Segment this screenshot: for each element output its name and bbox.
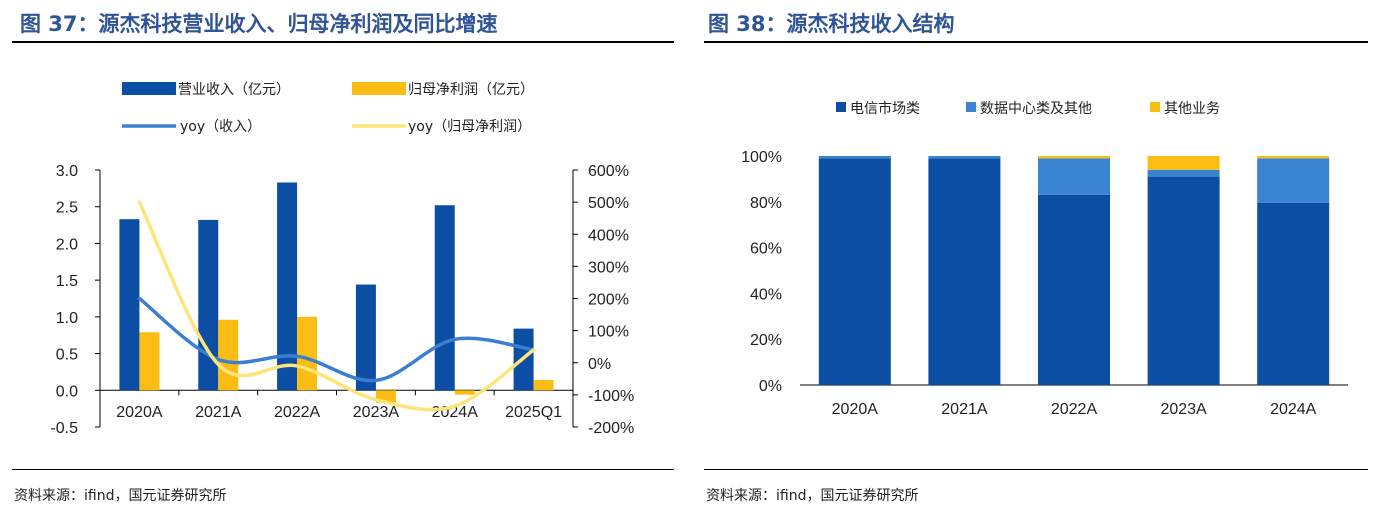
title-rule bbox=[704, 41, 1368, 43]
telecom-segment bbox=[818, 158, 891, 385]
profit-bar bbox=[454, 390, 475, 395]
legend-label: 电信市场类 bbox=[850, 100, 920, 117]
source-rule bbox=[704, 469, 1368, 470]
left-tick-label: 2.0 bbox=[56, 236, 78, 253]
yoy-revenue-line bbox=[137, 296, 536, 383]
x-category-label: 2022A bbox=[274, 404, 321, 421]
other-segment bbox=[1257, 156, 1330, 159]
revenue-bar bbox=[198, 219, 219, 391]
profit-bar bbox=[218, 319, 239, 391]
datacenter-segment bbox=[928, 156, 1001, 159]
right-tick-label: 500% bbox=[588, 195, 629, 212]
left-tick-label: 1.0 bbox=[56, 310, 78, 327]
x-category-label: 2021A bbox=[941, 401, 988, 418]
legend-label: 归母净利润（亿元） bbox=[408, 81, 534, 98]
right-tick-label: 600% bbox=[588, 163, 629, 180]
y-tick-label: 60% bbox=[750, 241, 782, 258]
source-rule bbox=[12, 469, 674, 470]
source-note: 资料来源：ifind，国元证券研究所 bbox=[14, 488, 227, 504]
legend-swatch-other bbox=[1150, 102, 1160, 112]
legend-swatch-revenue bbox=[122, 82, 176, 95]
x-category-label: 2020A bbox=[116, 404, 163, 421]
right-tick-label: 0% bbox=[588, 356, 611, 373]
yoy-profit-line bbox=[137, 200, 536, 412]
right-tick-label: 400% bbox=[588, 227, 629, 244]
revenue-bar bbox=[355, 284, 376, 391]
left-tick-label: 2.5 bbox=[56, 200, 78, 217]
revenue-structure-chart: 0% 20% 40% 60% 80% 100% 2020A 2021A 2022A 2023A 20… bbox=[741, 100, 1348, 418]
legend-label: yoy（收入） bbox=[180, 119, 261, 135]
right-tick-label: 200% bbox=[588, 292, 629, 309]
profit-bar bbox=[297, 316, 318, 391]
right-tick-label: -100% bbox=[588, 388, 634, 405]
y-tick-label: 20% bbox=[750, 332, 782, 349]
profit-bar bbox=[139, 332, 160, 391]
legend-swatch-datacenter bbox=[966, 102, 976, 112]
y-tick-label: 40% bbox=[750, 286, 782, 303]
left-tick-label: 0.0 bbox=[56, 383, 78, 400]
telecom-segment bbox=[1257, 202, 1330, 385]
y-tick-label: 80% bbox=[750, 195, 782, 212]
revenue-bar bbox=[277, 182, 298, 391]
datacenter-segment bbox=[1147, 169, 1220, 177]
telecom-segment bbox=[1038, 194, 1110, 385]
revenue-bar bbox=[434, 205, 455, 391]
legend-label: 其他业务 bbox=[1164, 101, 1220, 117]
legend-label: 营业收入（亿元） bbox=[178, 82, 290, 98]
y-tick-label: 0% bbox=[759, 378, 782, 395]
x-category-label: 2020A bbox=[832, 401, 879, 418]
chart-title: 图 37：源杰科技营业收入、归母净利润及同比增速 bbox=[20, 12, 498, 36]
left-tick-label: 3.0 bbox=[56, 163, 78, 180]
legend-swatch-telecom bbox=[836, 102, 846, 112]
left-tick-label: 1.5 bbox=[56, 273, 78, 290]
x-category-label: 2021A bbox=[195, 404, 242, 421]
datacenter-segment bbox=[1038, 158, 1110, 195]
datacenter-segment bbox=[818, 156, 891, 159]
right-tick-label: 300% bbox=[588, 259, 629, 276]
other-segment bbox=[1147, 156, 1220, 170]
legend-swatch-profit bbox=[352, 82, 406, 95]
y-tick-label: 100% bbox=[741, 149, 782, 166]
profit-bar bbox=[533, 380, 554, 391]
telecom-segment bbox=[928, 158, 1001, 385]
right-tick-label: -200% bbox=[588, 420, 634, 437]
x-category-label: 2023A bbox=[353, 404, 400, 421]
revenue-bar bbox=[119, 219, 140, 391]
right-tick-label: 100% bbox=[588, 324, 629, 341]
x-category-label: 2024A bbox=[1270, 401, 1317, 418]
legend-label: yoy（归母净利润） bbox=[408, 118, 531, 135]
left-tick-label: -0.5 bbox=[50, 420, 78, 437]
source-note: 资料来源：ifind，国元证券研究所 bbox=[706, 488, 919, 504]
chart-title: 图 38：源杰科技收入结构 bbox=[708, 12, 955, 36]
title-rule bbox=[12, 41, 674, 43]
x-category-label: 2022A bbox=[1051, 401, 1098, 418]
revenue-profit-panel: 图 37：源杰科技营业收入、归母净利润及同比增速 -0.5 0.0 0.5 1.0 1.… bbox=[0, 0, 680, 510]
left-tick-label: 0.5 bbox=[56, 347, 78, 364]
revenue-structure-panel: 图 38：源杰科技收入结构 0% 20% 40% 60% 80% 100% 2020A 202… bbox=[700, 0, 1374, 510]
legend-label: 数据中心类及其他 bbox=[980, 101, 1092, 117]
datacenter-segment bbox=[1257, 158, 1330, 203]
revenue-profit-chart: -0.5 0.0 0.5 1.0 1.5 2.0 2.5 3.0 -200% -100% 0% 100… bbox=[50, 81, 634, 437]
telecom-segment bbox=[1147, 176, 1220, 385]
x-category-label: 2025Q1 bbox=[505, 404, 562, 421]
other-segment bbox=[1038, 156, 1110, 159]
x-category-label: 2023A bbox=[1160, 401, 1207, 418]
